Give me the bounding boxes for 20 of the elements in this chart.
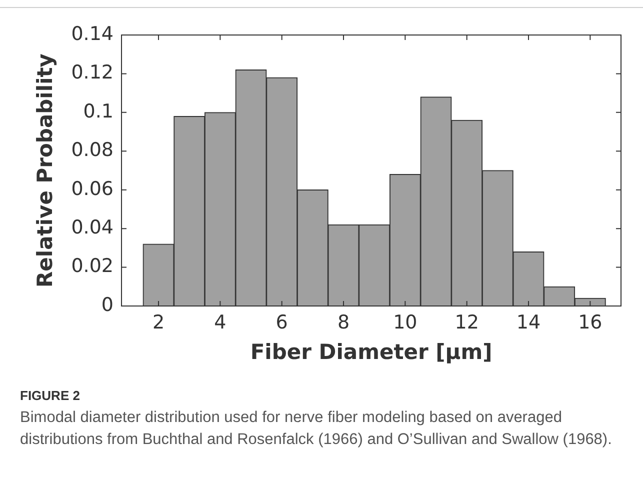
y-tick-label: 0.12 <box>71 62 114 84</box>
x-tick-label: 12 <box>454 311 479 334</box>
caption: FIGURE 2 <box>20 387 81 405</box>
y-axis-title: Relative Probability <box>33 53 58 288</box>
y-tick-label: 0 <box>101 294 114 316</box>
x-tick-label: 14 <box>516 311 541 334</box>
y-tick-label: 0.06 <box>71 178 114 200</box>
x-tick-label: 10 <box>393 311 418 334</box>
x-tick-label: 4 <box>214 311 226 334</box>
text: Bimodal diameter distribution used for nerve fiber modeling based on averaged distributions from Buchthal and Rosenfalck (1966) and O’Sullivan and Swallow (1968). <box>20 408 613 450</box>
y-tick-label: 0.14 <box>71 22 114 45</box>
y-tick-label: 0.08 <box>71 139 114 162</box>
y-tick-label: 0.1 <box>83 100 114 122</box>
y-tick-label: 0.04 <box>71 216 114 239</box>
x-tick-label: 8 <box>337 311 350 334</box>
x-tick-label: 6 <box>276 311 288 334</box>
y-tick-label: 0.02 <box>71 255 114 278</box>
x-tick-label: 16 <box>578 311 602 334</box>
x-axis-title: Fiber Diameter [μm] <box>250 340 492 364</box>
x-tick-label: 2 <box>152 311 165 334</box>
